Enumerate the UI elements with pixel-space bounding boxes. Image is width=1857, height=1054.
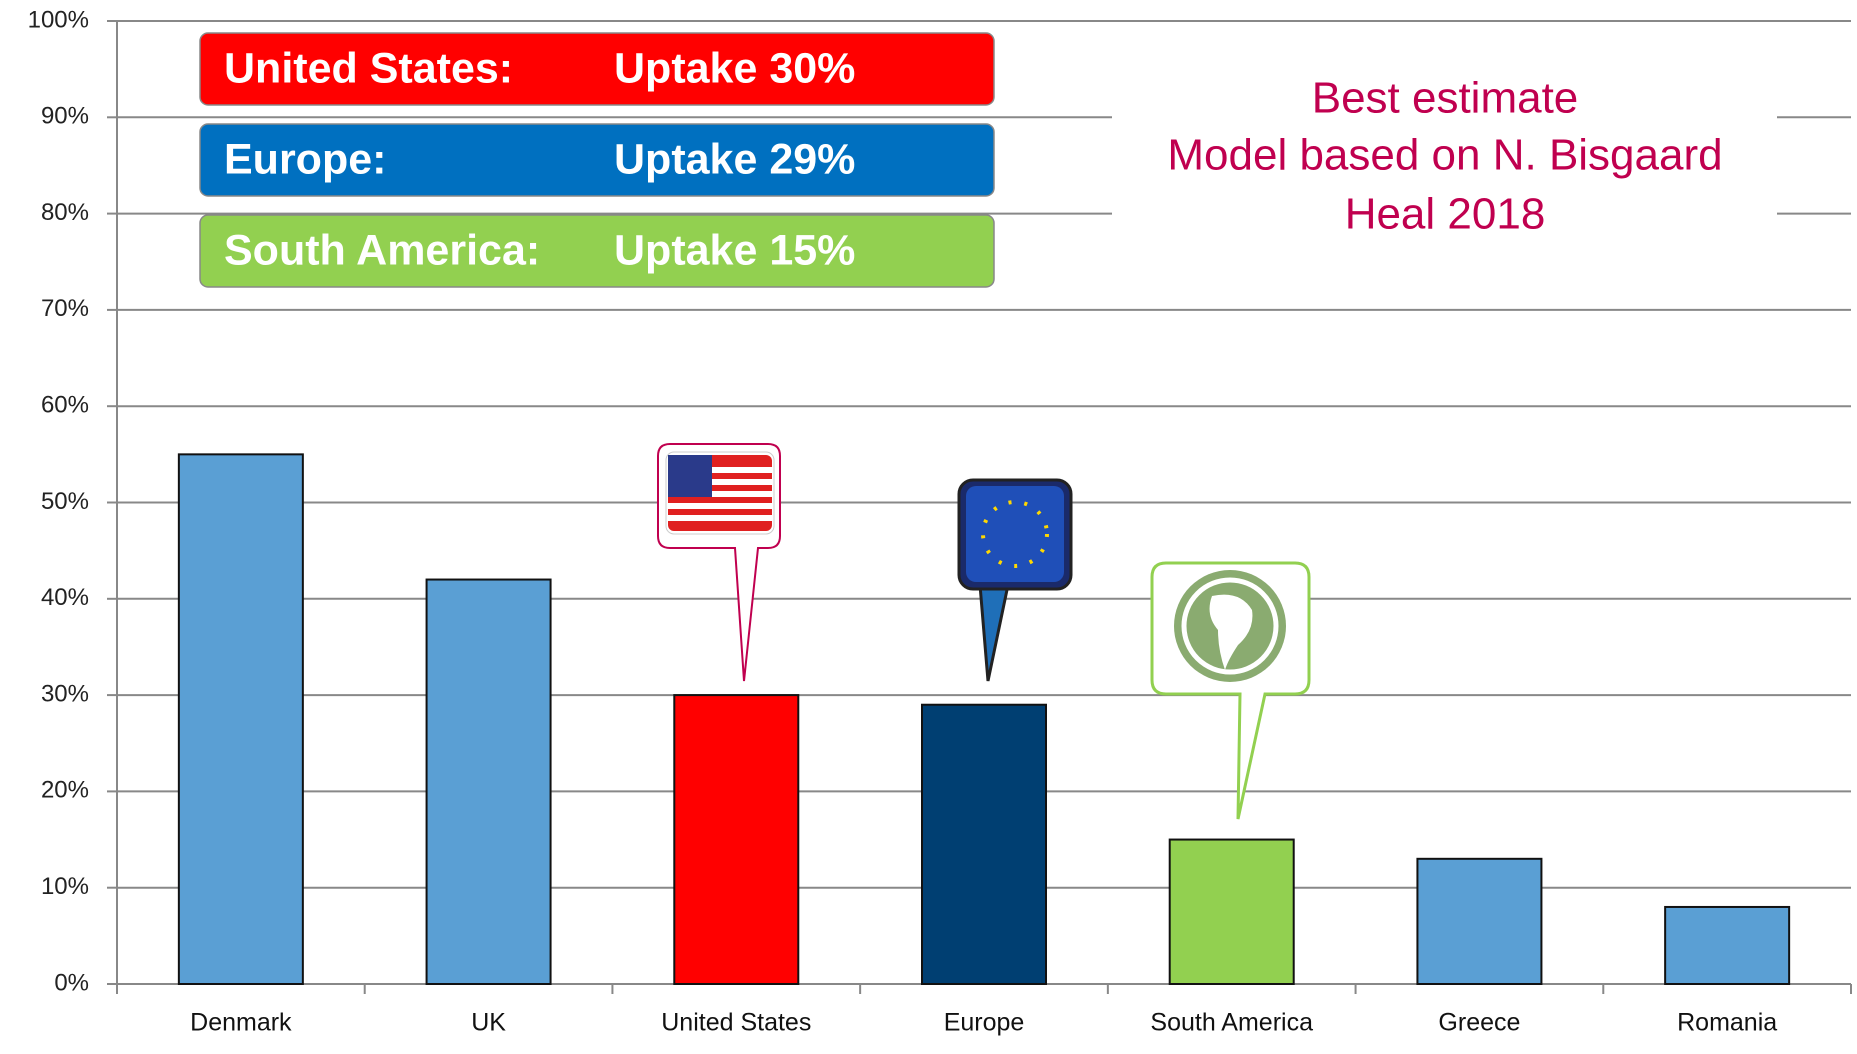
uptake-box <box>199 32 995 106</box>
y-tick-label: 20% <box>41 777 89 804</box>
x-tick-label: UK <box>471 1009 506 1037</box>
y-tick-label: 100% <box>28 6 89 33</box>
uptake-box <box>199 123 995 197</box>
annotations: United States: Uptake 30% Europe: Uptake 29… <box>199 32 1723 288</box>
eu-flag-callout <box>957 478 1073 682</box>
y-tick-label: 0% <box>54 969 89 996</box>
annotation-background <box>1112 60 1777 250</box>
annotation-line: Heal 2018 <box>1345 190 1546 239</box>
y-tick-label: 80% <box>41 199 89 226</box>
y-tick-label: 90% <box>41 103 89 130</box>
y-tick-label: 70% <box>41 295 89 322</box>
uptake-text: Uptake 15% <box>614 226 855 274</box>
x-tick-label: Denmark <box>190 1009 292 1037</box>
bar <box>177 453 304 986</box>
bar <box>1168 838 1295 985</box>
y-tick-label: 30% <box>41 680 89 707</box>
y-tick-label: 40% <box>41 584 89 611</box>
uptake-region: United States: <box>224 44 513 92</box>
bar <box>673 694 800 985</box>
bar <box>425 578 552 985</box>
y-tick-label: 60% <box>41 392 89 419</box>
annotation-line: Best estimate <box>1312 74 1579 123</box>
us-flag-callout <box>657 443 781 682</box>
y-tick-label: 50% <box>41 488 89 515</box>
uptake-text: Uptake 30% <box>614 44 855 92</box>
south-america-callout <box>1150 561 1311 820</box>
marks: Denmark UK United States Europe South Americ… <box>177 453 1791 1037</box>
bar <box>1416 857 1543 985</box>
uptake-box <box>199 214 995 288</box>
uptake-region: South America: <box>224 226 540 274</box>
annotation-line: Model based on N. Bisgaard <box>1167 131 1722 180</box>
x-tick-label: Romania <box>1677 1009 1777 1037</box>
bar <box>921 703 1047 985</box>
y-tick-label: 10% <box>41 873 89 900</box>
bar <box>1664 905 1791 986</box>
x-tick-label: United States <box>661 1009 811 1037</box>
x-tick-label: South America <box>1150 1009 1313 1037</box>
x-tick-label: Greece <box>1438 1009 1520 1037</box>
uptake-text: Uptake 29% <box>614 135 855 183</box>
x-tick-label: Europe <box>944 1009 1025 1037</box>
uptake-region: Europe: <box>224 135 386 183</box>
